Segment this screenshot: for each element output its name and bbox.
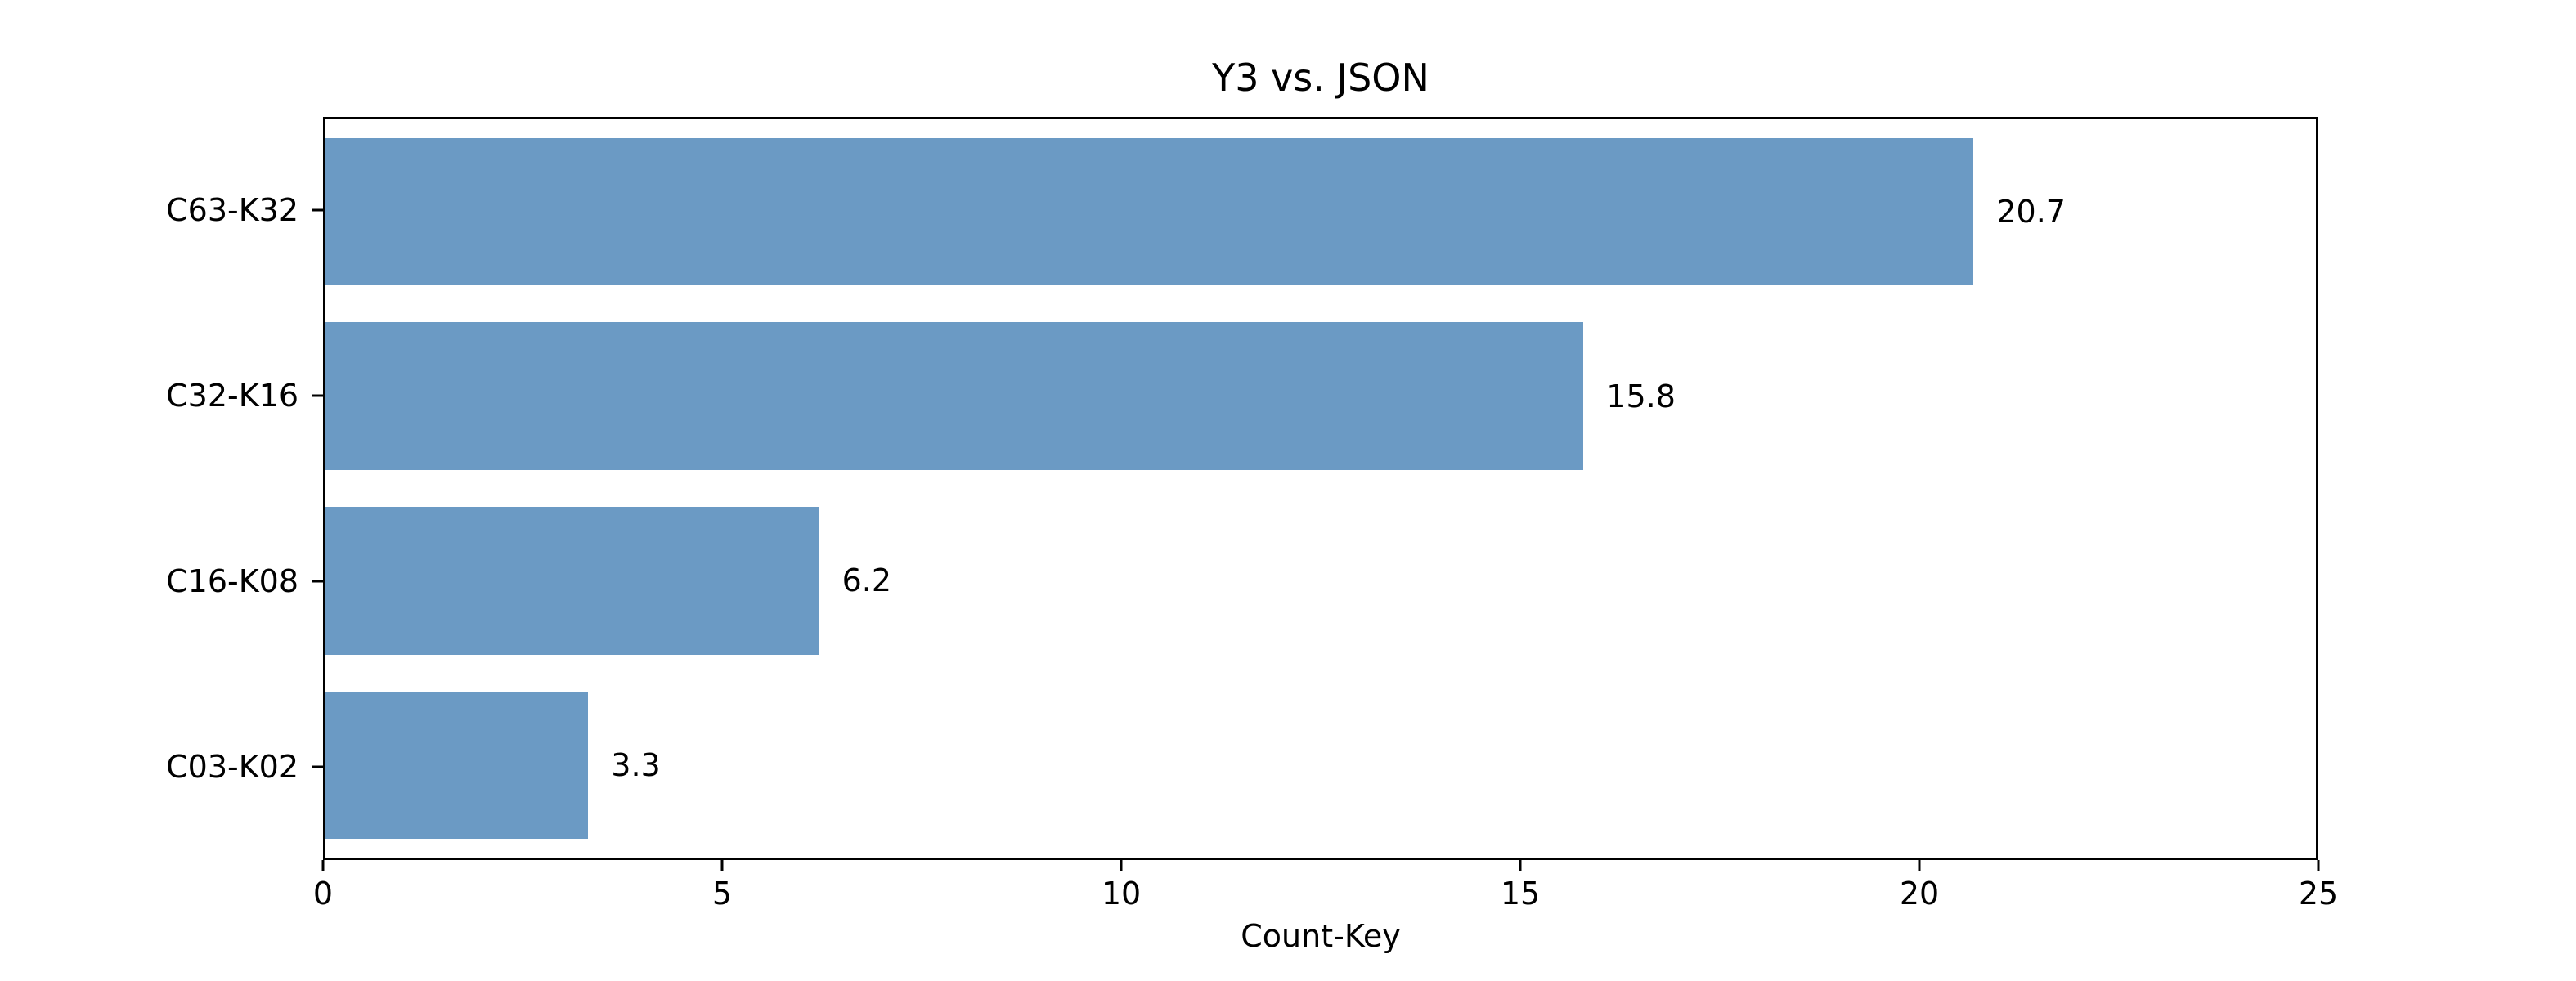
y-axis-tick-mark	[312, 580, 323, 583]
x-axis-tick-label: 5	[711, 876, 733, 912]
bar	[325, 322, 1584, 470]
y-axis-tick-label: C03-K02	[166, 749, 298, 786]
y-axis-tick-mark	[312, 394, 323, 397]
bar	[325, 691, 589, 840]
y-axis: C63-K32 C32-K16 C16-K08 C03-K02	[0, 117, 323, 860]
bar-value-label: 6.2	[841, 562, 892, 599]
chart-title: Y3 vs. JSON	[1212, 56, 1429, 100]
bar	[325, 137, 1974, 286]
x-axis-title: Count-Key	[1241, 918, 1401, 954]
x-axis: 0 5 10 15 20 25	[313, 860, 2338, 942]
y-axis-tick-label: C63-K32	[166, 191, 298, 228]
x-axis-tick-label: 25	[2298, 876, 2339, 912]
x-axis-tick-mark	[1519, 860, 1522, 871]
x-axis-tick-mark	[321, 860, 325, 871]
x-axis-tick-mark	[1918, 860, 1921, 871]
y-axis-tick-mark	[312, 208, 323, 212]
x-axis-tick-label: 0	[312, 876, 334, 912]
bar-value-label: 15.8	[1606, 378, 1676, 414]
x-axis-tick-mark	[720, 860, 724, 871]
x-axis-tick-label: 15	[1500, 876, 1541, 912]
x-axis-tick-mark	[2317, 860, 2320, 871]
plot-area: 20.7 15.8 6.2 3.3	[323, 117, 2318, 860]
bar-value-label: 20.7	[1996, 193, 2066, 230]
x-axis-tick-mark	[1120, 860, 1123, 871]
bar-value-label: 3.3	[611, 747, 661, 784]
y-axis-tick-label: C32-K16	[166, 377, 298, 414]
x-axis-tick-label: 10	[1101, 876, 1142, 912]
bar	[325, 507, 819, 655]
y-axis-tick-label: C16-K08	[166, 563, 298, 600]
x-axis-tick-label: 20	[1899, 876, 1940, 912]
y-axis-tick-mark	[312, 765, 323, 768]
